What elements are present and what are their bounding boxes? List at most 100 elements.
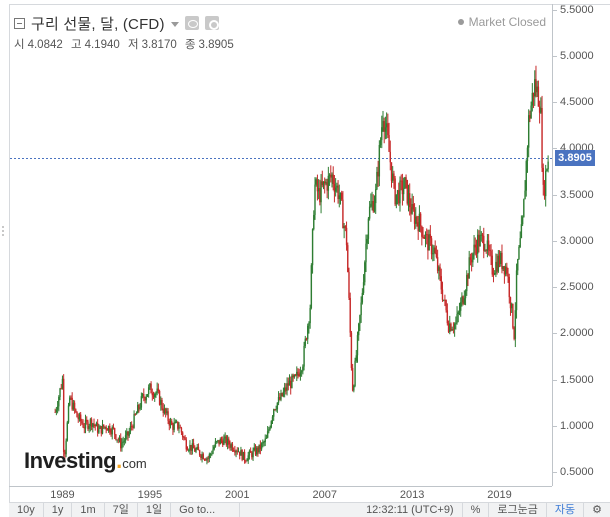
time-axis[interactable]: 1989 1995 2001 2007 2013 2019 (9, 486, 552, 501)
candle-body (366, 238, 368, 244)
candle-body (524, 190, 526, 200)
candle-body (215, 441, 218, 443)
candle-body (433, 247, 435, 254)
gear-icon[interactable]: ⚙ (592, 503, 602, 516)
candle-body (423, 236, 425, 239)
candle-body (348, 271, 350, 298)
range-10y-button[interactable]: 10y (9, 502, 44, 517)
goto-button[interactable]: Go to... (171, 502, 241, 517)
candle-body (444, 299, 446, 301)
candle-body (66, 422, 69, 441)
candle-body (534, 79, 536, 97)
candle-body (88, 425, 90, 429)
candle-body (503, 266, 506, 275)
candle-body (200, 455, 202, 458)
candle-body (542, 167, 544, 185)
candle-body (71, 397, 73, 410)
candle-body (339, 192, 342, 196)
price-tick-label: 2.5000 (560, 281, 594, 294)
time-tick-label: 1989 (50, 489, 75, 501)
collapse-icon[interactable] (14, 17, 25, 29)
candle-body (402, 188, 405, 195)
candle-body (464, 291, 467, 299)
candle-body (343, 226, 345, 229)
candle-body (264, 438, 266, 443)
price-tick-mark (553, 379, 557, 381)
candle-body (106, 428, 109, 431)
candle-body (72, 402, 75, 410)
drag-handle[interactable] (2, 226, 7, 236)
candle-body (246, 460, 248, 462)
candle-body (265, 437, 268, 439)
range-7d-button[interactable]: 7일 (105, 502, 138, 517)
chevron-down-icon[interactable] (170, 21, 179, 27)
candle-body (373, 203, 376, 212)
candle-body (256, 447, 258, 455)
candle-body (378, 144, 381, 177)
candle-body (377, 171, 379, 177)
bottom-toolbar: 10y 1y 1m 7일 1일 Go to... 12:32:11 (UTC+9… (9, 502, 610, 517)
candle-body (411, 204, 413, 214)
candle-body (158, 390, 161, 405)
candle-body (307, 325, 309, 340)
candle-body (472, 253, 474, 263)
candle-body (201, 454, 203, 458)
candle-body (281, 393, 283, 397)
candle-body (504, 266, 507, 275)
candle-body (341, 192, 343, 200)
candle-body (195, 449, 197, 452)
log-scale-toggle[interactable]: 로그눈금 (489, 502, 547, 517)
candle-body (337, 185, 339, 200)
candle-body (93, 423, 95, 425)
candle-body (296, 371, 298, 376)
price-tick-label: 5.5000 (560, 3, 594, 16)
symbol-title[interactable]: 구리 선물, 달, (CFD) (31, 15, 165, 33)
candle-body (487, 240, 490, 250)
price-tick-label: 2.0000 (560, 327, 594, 340)
candle-body (89, 419, 92, 426)
percent-toggle[interactable]: % (463, 502, 490, 517)
candle-body (64, 451, 66, 455)
candle-body (360, 302, 362, 316)
candle-body (145, 396, 147, 401)
auto-scale-toggle[interactable]: 자동 (547, 502, 585, 517)
candle-body (398, 190, 400, 204)
candle-body (135, 413, 138, 415)
candle-body (69, 397, 71, 406)
price-axis[interactable]: 0.5000 1.0000 1.5000 2.0000 2.5000 3.0000 3.50… (552, 4, 610, 486)
range-1d-button[interactable]: 1일 (138, 502, 172, 517)
candle-body (83, 427, 86, 429)
candle-body (197, 446, 200, 451)
candle-body (103, 424, 105, 428)
candle-body (541, 108, 543, 168)
candle-body (470, 259, 473, 263)
candle-body (123, 440, 126, 442)
candle-body (372, 201, 374, 212)
candle-body (389, 151, 391, 163)
candle-body (61, 378, 64, 389)
candle-body (332, 174, 334, 185)
candle-body (409, 193, 411, 208)
candle-body (410, 207, 412, 214)
candle-body (450, 323, 452, 331)
candle-body (317, 188, 320, 192)
candle-body (401, 180, 404, 195)
candle-body (270, 421, 272, 428)
candle-body (536, 86, 538, 93)
eye-icon[interactable] (184, 16, 199, 30)
candle-body (154, 393, 156, 398)
candle-body (134, 414, 137, 415)
price-tick-mark (553, 102, 557, 104)
candle-body (231, 444, 234, 451)
candle-body (399, 180, 401, 204)
candle-body (62, 378, 65, 452)
candle-body (540, 108, 542, 113)
settings-icon[interactable] (204, 16, 219, 30)
candle-body (519, 238, 521, 247)
range-1y-button[interactable]: 1y (44, 502, 73, 517)
candle-body (70, 397, 72, 399)
candle-body (381, 127, 383, 141)
range-1m-button[interactable]: 1m (72, 502, 105, 517)
candle-body (463, 298, 466, 304)
